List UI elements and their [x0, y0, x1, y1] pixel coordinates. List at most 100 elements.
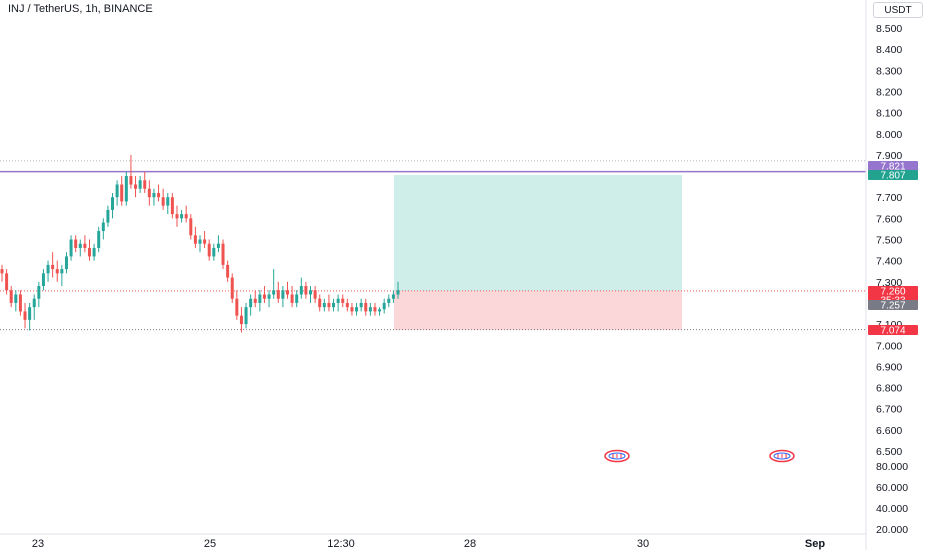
- candle: [299, 277, 303, 299]
- price-tick: 6.900: [876, 361, 902, 373]
- price-scale[interactable]: 8.5008.4008.3008.2008.1008.0007.9007.800…: [876, 23, 902, 458]
- candle: [350, 302, 354, 316]
- volume-tick: 60.000: [876, 482, 908, 494]
- candle: [235, 290, 239, 320]
- candle: [97, 226, 101, 253]
- candle: [166, 192, 170, 215]
- symbol-title[interactable]: INJ / TetherUS, 1h, BINANCE: [8, 3, 153, 15]
- candle: [355, 302, 359, 316]
- price-tick: 8.300: [876, 65, 902, 77]
- volume-tick: 20.000: [876, 524, 908, 536]
- candle: [281, 286, 285, 308]
- candle: [101, 218, 105, 240]
- candle: [14, 290, 18, 312]
- price-tick: 7.600: [876, 213, 902, 225]
- last-price-text: 7.260: [880, 287, 905, 298]
- candle: [180, 209, 184, 223]
- time-tick: 30: [637, 538, 649, 550]
- candle: [83, 235, 87, 253]
- candle: [391, 290, 395, 303]
- candle: [157, 184, 161, 202]
- candle: [152, 188, 156, 206]
- candle: [212, 243, 216, 261]
- currency-button[interactable]: USDT: [873, 2, 923, 18]
- candlestick-series[interactable]: [0, 154, 400, 333]
- earnings-event-icon[interactable]: [769, 449, 795, 463]
- candle: [28, 302, 32, 331]
- price-tick: 8.400: [876, 44, 902, 56]
- time-tick: 23: [32, 538, 44, 550]
- price-tick: 6.500: [876, 446, 902, 458]
- candle: [327, 294, 331, 312]
- price-tick: 7.000: [876, 340, 902, 352]
- candle: [106, 205, 110, 227]
- volume-scale[interactable]: 80.000 60.000 40.000 20.000: [876, 461, 908, 536]
- long-position-loss-zone[interactable]: [394, 291, 682, 330]
- candle: [161, 188, 165, 210]
- price-label-stop-loss-text: 7.074: [880, 326, 905, 337]
- candle: [170, 192, 174, 219]
- time-tick: 25: [204, 538, 216, 550]
- candle: [313, 286, 317, 303]
- candle: [378, 307, 382, 316]
- candle: [322, 298, 326, 312]
- candle: [184, 205, 188, 223]
- price-label-stop-loss: 7.074: [868, 325, 918, 337]
- candle: [32, 294, 36, 320]
- candle: [285, 281, 289, 299]
- candle: [262, 286, 266, 303]
- candle: [276, 281, 280, 303]
- candle: [9, 286, 13, 308]
- price-tick: 8.000: [876, 129, 902, 141]
- candle: [46, 260, 50, 282]
- candle: [272, 269, 276, 299]
- candle: [87, 239, 91, 261]
- candle: [341, 294, 345, 308]
- price-tick: 7.500: [876, 235, 902, 247]
- price-label-entry-text: 7.257: [880, 301, 905, 312]
- time-tick: 28: [464, 538, 476, 550]
- candle: [345, 298, 349, 312]
- candle: [147, 180, 151, 206]
- candle: [37, 281, 41, 308]
- candle: [124, 171, 128, 206]
- candle: [336, 294, 340, 312]
- price-tick: 6.600: [876, 425, 902, 437]
- candle: [5, 269, 9, 295]
- price-tick: 8.100: [876, 108, 902, 120]
- candle: [221, 239, 225, 270]
- candle: [51, 252, 55, 278]
- candle: [368, 302, 372, 316]
- candle: [175, 205, 179, 227]
- candle: [138, 176, 142, 193]
- candle: [189, 214, 193, 240]
- price-tick: 7.400: [876, 256, 902, 268]
- candle: [69, 235, 73, 261]
- candle: [295, 290, 299, 308]
- candle: [382, 298, 386, 314]
- candle: [373, 302, 377, 316]
- candle: [249, 294, 253, 316]
- candle: [60, 264, 64, 287]
- price-label-take-profit-text: 7.807: [880, 171, 905, 182]
- long-position-profit-zone[interactable]: [394, 175, 682, 291]
- candle: [258, 290, 262, 312]
- price-label-take-profit: 7.807: [868, 170, 918, 182]
- volume-tick: 80.000: [876, 461, 908, 473]
- price-label-purple: 7.821: [868, 161, 918, 173]
- candle: [207, 239, 211, 261]
- price-tick: 7.300: [876, 277, 902, 289]
- candle: [0, 264, 4, 282]
- time-axis[interactable]: 23 25 12:30 28 30 Sep: [32, 538, 825, 550]
- candle: [290, 286, 294, 308]
- candle: [364, 298, 368, 316]
- price-label-purple-text: 7.821: [880, 162, 905, 173]
- candle: [230, 273, 234, 303]
- candle: [23, 302, 27, 329]
- volume-tick: 40.000: [876, 503, 908, 515]
- price-tick: 6.800: [876, 383, 902, 395]
- candle: [92, 243, 96, 261]
- earnings-event-icon[interactable]: [604, 449, 630, 463]
- candle: [198, 235, 202, 253]
